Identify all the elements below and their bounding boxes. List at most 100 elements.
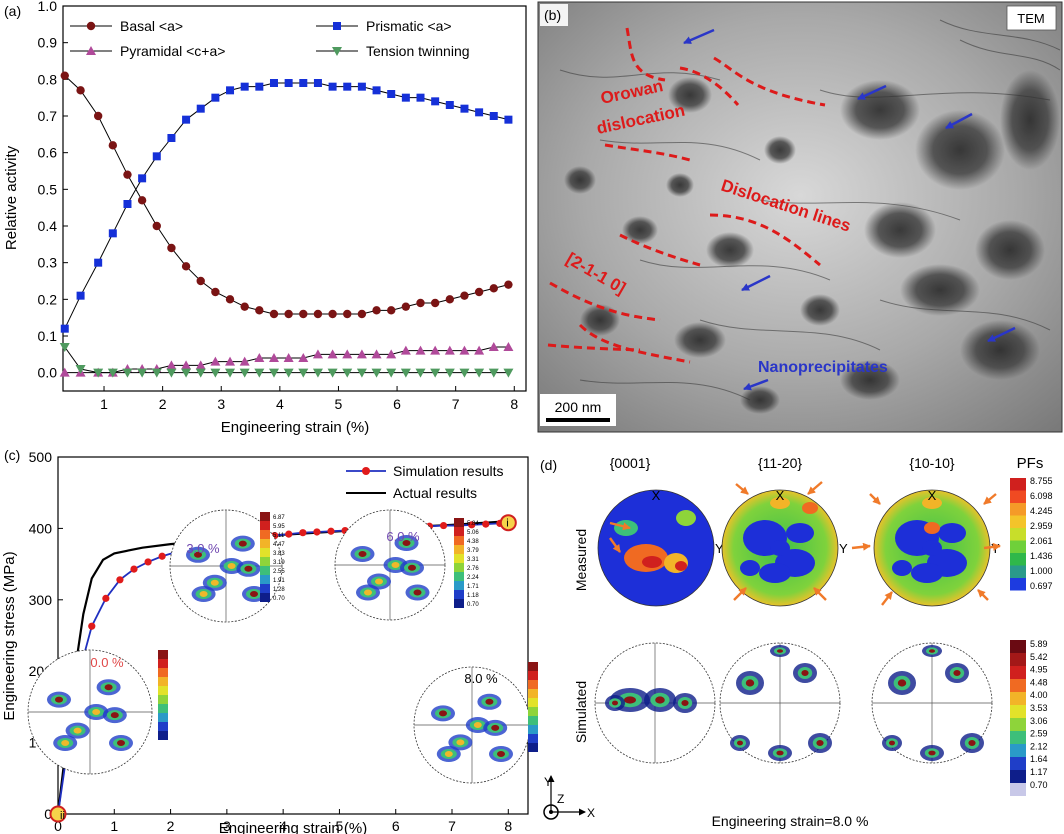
texture-arrow	[977, 589, 989, 601]
data-point-basal-a	[167, 243, 176, 253]
data-point-tension-twinning	[400, 368, 411, 378]
data-point-prismatic-a	[431, 97, 440, 106]
data-point-basal-a	[328, 309, 337, 319]
data-point-pyramidal-c-a	[181, 360, 192, 370]
inset-scale-label: 2.55	[273, 569, 285, 575]
data-point-tension-twinning	[356, 368, 367, 378]
series-line-basal-a	[64, 75, 509, 315]
texture-arrow	[813, 587, 827, 601]
x-tick-label: 4	[276, 396, 284, 412]
simulated-pole-figure	[871, 642, 993, 764]
data-point-simulation	[116, 576, 124, 584]
panel-d-pole-figures: (d) {0001} {11-20} {10-10} Measured Simu…	[540, 455, 1053, 829]
measured-scale-label: 0.697	[1030, 581, 1053, 591]
inset-scale-label: 2.24	[467, 575, 479, 581]
data-point-tension-twinning	[254, 368, 265, 378]
pole-figure-inset: 0.0 %	[27, 649, 168, 775]
simulated-scale-label: 5.89	[1030, 639, 1048, 649]
data-point-basal-a	[430, 298, 440, 308]
data-point-basal-a	[343, 309, 352, 319]
x-tick-label: 8	[504, 818, 512, 834]
data-point-prismatic-a	[343, 82, 352, 91]
y-tick-label: 400	[29, 520, 53, 536]
data-point-tension-twinning	[225, 368, 236, 378]
simulated-scale-label: 3.06	[1030, 716, 1048, 726]
data-point-pyramidal-c-a	[371, 349, 382, 359]
y-tick-label: 0.8	[38, 71, 58, 87]
data-point-tension-twinning	[137, 368, 148, 378]
data-point-prismatic-a	[255, 82, 264, 91]
simulated-scale-label: 4.00	[1030, 690, 1048, 700]
data-point-tension-twinning	[181, 368, 192, 378]
legend-pyramidal-marker	[86, 46, 96, 55]
data-point-tension-twinning	[415, 368, 426, 378]
texture-arrow	[881, 591, 893, 606]
simulated-scale-label: 3.53	[1030, 703, 1048, 713]
data-point-tension-twinning	[371, 368, 382, 378]
data-point-prismatic-a	[138, 174, 147, 183]
data-point-prismatic-a	[299, 79, 308, 87]
data-point-basal-a	[445, 295, 455, 304]
data-point-basal-a	[387, 306, 396, 315]
legend-twinning-marker	[332, 47, 342, 56]
data-point-prismatic-a	[226, 86, 235, 95]
data-point-tension-twinning	[386, 368, 397, 378]
data-point-prismatic-a	[313, 79, 322, 87]
row-label-measured: Measured	[573, 529, 589, 591]
legend-prismatic-marker	[333, 22, 341, 30]
data-point-prismatic-a	[123, 200, 132, 208]
x-tick-label: 0	[54, 818, 62, 834]
data-point-pyramidal-c-a	[225, 356, 236, 366]
simulated-scale-label: 0.70	[1030, 780, 1048, 790]
y-tick-label: 0.1	[38, 328, 58, 344]
measured-scale-label: 8.755	[1030, 476, 1053, 486]
inset-strain-label: 0.0 %	[90, 655, 124, 670]
data-point-prismatic-a	[460, 104, 469, 113]
data-point-prismatic-a	[284, 79, 293, 87]
data-point-tension-twinning	[298, 368, 309, 378]
inset-strain-label: 3.0 %	[186, 541, 220, 556]
y-tick-label: 0.9	[38, 35, 58, 51]
inset-scale-label: 3.31	[467, 557, 479, 563]
data-point-basal-a	[284, 309, 293, 319]
data-point-basal-a	[76, 86, 85, 95]
legend-actual-label: Actual results	[393, 485, 477, 501]
x-tick-label: 8	[510, 396, 518, 412]
y-tick-label: 0	[44, 806, 52, 822]
data-point-tension-twinning	[503, 368, 514, 378]
simulated-scale-label: 2.12	[1030, 741, 1048, 751]
panel-a-y-axis-label: Relative activity	[3, 145, 20, 250]
data-point-prismatic-a	[76, 291, 85, 300]
texture-arrow	[869, 493, 881, 505]
texture-arrow	[735, 483, 749, 495]
data-point-tension-twinning	[239, 368, 250, 378]
data-point-pyramidal-c-a	[444, 345, 455, 355]
simulated-scale-label: 1.17	[1030, 767, 1048, 777]
simulated-scale-label: 2.59	[1030, 729, 1048, 739]
x-tick-label: 5	[335, 396, 343, 412]
data-point-simulation	[88, 622, 96, 630]
data-point-pyramidal-c-a	[59, 367, 70, 377]
data-point-tension-twinning	[268, 368, 279, 378]
texture-arrow	[851, 542, 871, 551]
data-point-prismatic-a	[475, 108, 484, 117]
data-point-pyramidal-c-a	[488, 342, 499, 351]
x-tick-label: 1	[110, 818, 118, 834]
legend-prismatic-label: Prismatic <a>	[366, 18, 452, 34]
data-point-pyramidal-c-a	[415, 345, 426, 355]
data-point-tension-twinning	[283, 368, 294, 378]
y-tick-label: 1.0	[38, 0, 58, 14]
data-point-tension-twinning	[444, 368, 455, 378]
data-point-prismatic-a	[489, 112, 498, 120]
texture-arrow	[807, 481, 823, 495]
data-point-simulation	[439, 521, 448, 530]
inset-scale-label: 4.38	[467, 539, 479, 545]
inset-scale-label: 5.95	[273, 524, 285, 530]
highlighted-point	[499, 514, 517, 532]
data-point-tension-twinning	[93, 368, 104, 378]
panel-c-plot-frame	[57, 456, 529, 815]
data-point-basal-a	[225, 295, 235, 304]
simulated-color-scale: 5.89 5.42 4.95 4.48 4.00 3.53 3.06 2.59 2.12 1.64…	[1010, 639, 1048, 796]
y-tick-label: 500	[29, 449, 53, 465]
